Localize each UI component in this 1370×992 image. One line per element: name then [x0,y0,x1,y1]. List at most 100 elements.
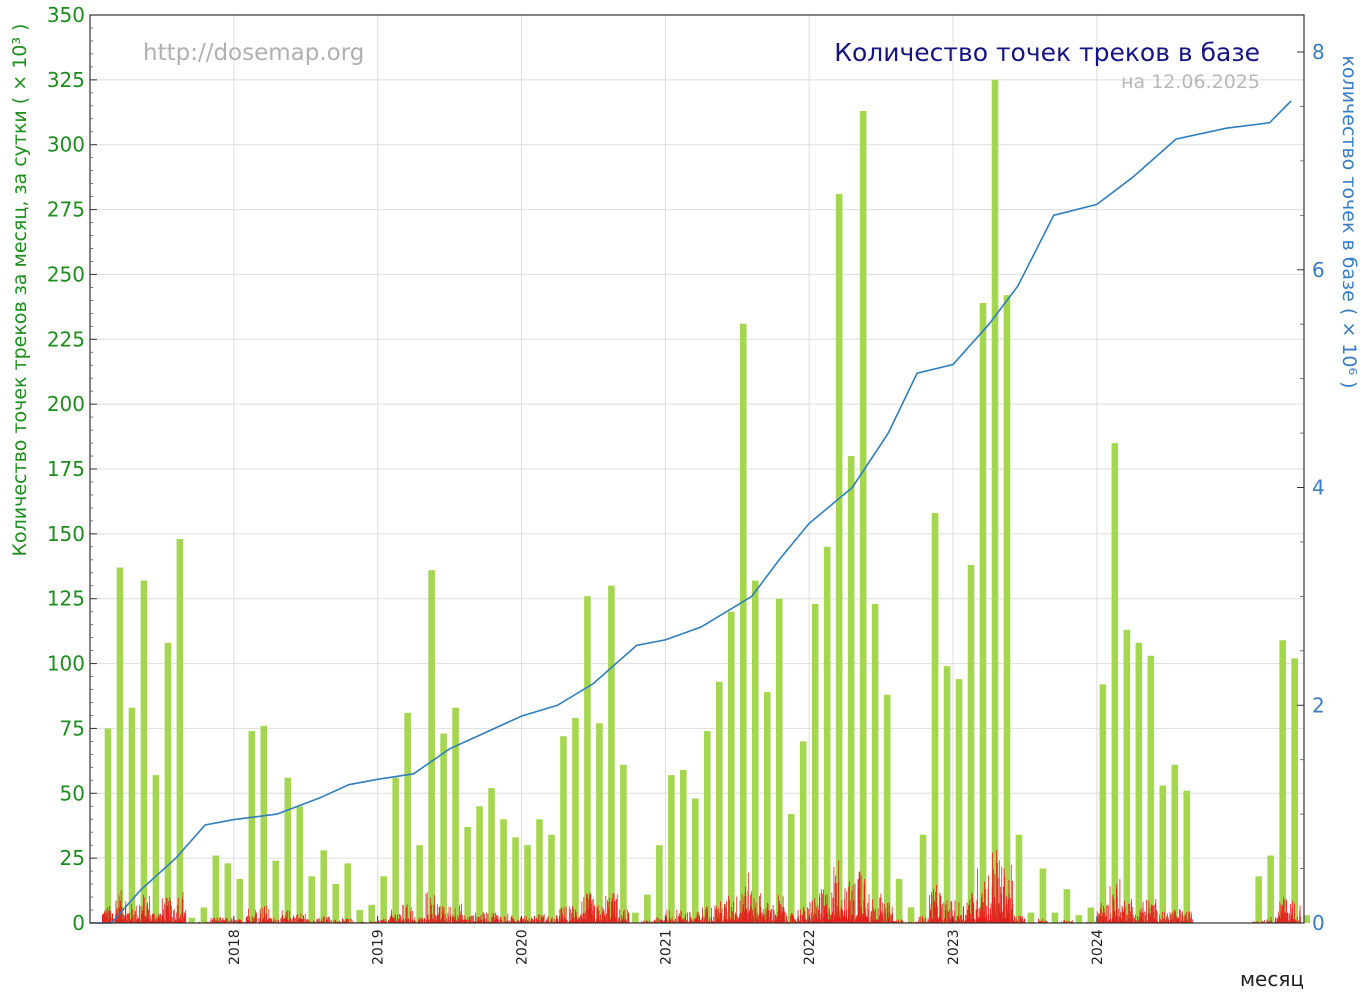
daily-bar [547,916,549,923]
daily-bar [753,898,755,923]
daily-bar [1014,918,1016,923]
daily-bar [285,911,287,923]
daily-bar [484,914,486,923]
daily-bar [294,918,296,923]
daily-bar [321,918,323,923]
daily-bar [537,914,539,923]
daily-bar [657,918,659,923]
daily-bar [411,921,412,923]
daily-bar [1160,921,1162,923]
monthly-bar [668,775,675,923]
daily-bar [486,912,488,923]
daily-bar [240,920,242,923]
daily-bar [531,917,533,923]
daily-bar [1187,911,1189,923]
daily-bars [101,850,1301,923]
daily-bar [905,921,907,923]
daily-bar [986,906,987,923]
daily-bar [161,919,163,923]
daily-bar [424,918,426,923]
daily-bar [1012,880,1013,923]
daily-bar [623,915,625,923]
daily-bar [160,913,161,923]
daily-bar [1008,893,1010,923]
monthly-bar [596,723,603,923]
daily-bar [177,905,178,923]
daily-bar [600,919,602,923]
right-tick-label: 2 [1312,693,1325,717]
daily-bar [1120,912,1122,923]
daily-bar [1148,907,1150,923]
daily-bar [805,919,807,923]
daily-bar [518,919,519,923]
daily-bar [1098,913,1099,923]
daily-bar [715,908,717,923]
daily-bar [523,918,524,923]
daily-bar [1270,916,1272,923]
daily-bar [672,920,673,923]
daily-bar [228,920,230,923]
daily-bar [530,921,531,923]
daily-bar [315,921,317,923]
daily-bar [889,911,891,923]
daily-bar [104,916,106,923]
daily-bar [569,909,571,923]
daily-bar [958,902,960,923]
daily-bar [671,916,673,923]
daily-bar [135,912,136,923]
daily-bar [655,920,657,923]
daily-bar [679,916,681,923]
daily-bar [280,918,282,923]
daily-bar [759,896,760,923]
daily-bar [833,866,835,923]
daily-bar [256,912,257,923]
daily-bar [679,916,681,923]
daily-bar [768,920,770,923]
daily-bar [270,918,271,923]
daily-bar [594,905,596,923]
daily-bar [235,919,236,923]
daily-bar [1279,901,1281,923]
daily-bar [840,907,842,923]
daily-bar [951,910,953,923]
daily-bar [483,912,484,923]
monthly-bar [392,777,399,923]
daily-bar [495,912,496,923]
daily-bar [653,920,655,923]
daily-bar [1129,903,1130,923]
daily-bar [452,916,454,923]
daily-bar [414,916,416,923]
daily-bar [149,920,151,923]
daily-bar [517,920,518,923]
daily-bar [164,903,166,923]
daily-bar [439,906,441,923]
daily-bar [145,915,147,923]
daily-bar [868,894,870,923]
daily-bar [1182,915,1184,923]
daily-bar [168,901,170,923]
daily-bar [498,921,500,923]
daily-bar [992,869,994,923]
daily-bar [1002,886,1004,923]
daily-bar [721,921,723,923]
daily-bar [182,916,184,923]
daily-bar [703,916,705,923]
daily-bar [223,920,224,923]
daily-bar [1108,921,1110,923]
monthly-bar [284,777,292,923]
daily-bar [775,915,777,923]
daily-bar [941,903,943,923]
daily-bar [1064,919,1065,923]
daily-bar [185,909,187,923]
daily-bar [939,892,941,923]
daily-bar [603,921,605,923]
daily-bar [155,917,157,923]
daily-bar [794,919,796,923]
daily-bar [401,921,402,923]
monthly-bar [704,731,711,923]
daily-bar [724,904,726,923]
daily-bar [845,916,846,923]
daily-bar [608,908,609,923]
daily-bar [457,915,459,923]
daily-bar [1066,920,1068,923]
